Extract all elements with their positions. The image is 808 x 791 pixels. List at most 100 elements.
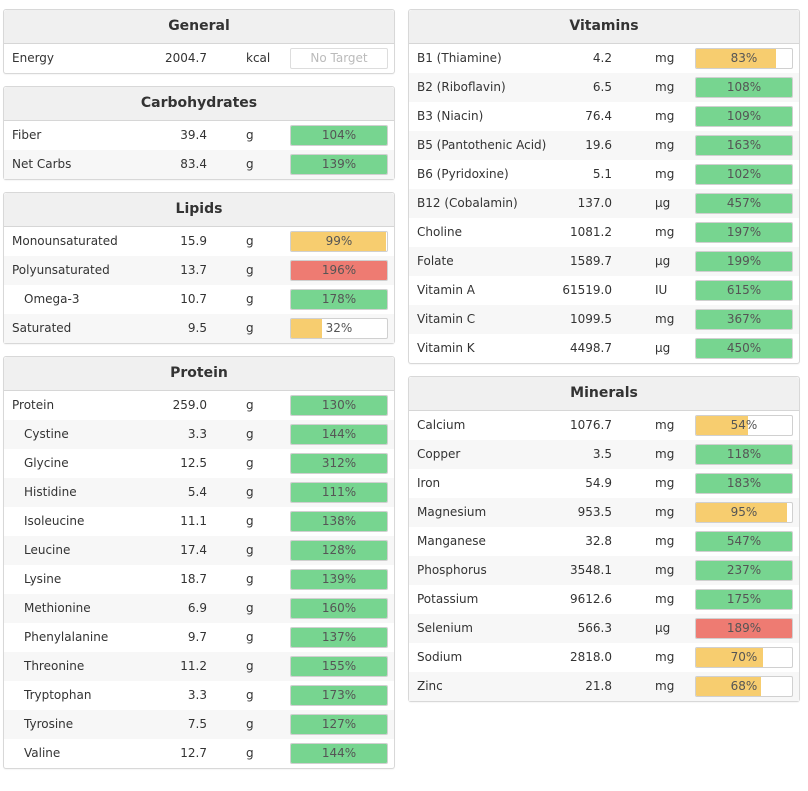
panel-lipids: Lipids Monounsaturated 15.9 g 99% Polyunsatu… <box>3 192 395 344</box>
nutrient-row[interactable]: Glycine 12.5 g 312% <box>4 449 394 478</box>
progress-fill <box>696 310 792 329</box>
nutrient-amount: 9.7 <box>187 630 207 644</box>
target-progress-bar: 139% <box>290 154 388 175</box>
nutrient-row[interactable]: B3 (Niacin) 76.4 mg 109% <box>409 102 799 131</box>
nutrient-amount: 5.1 <box>592 167 612 181</box>
nutrient-amount: 1081.2 <box>570 225 612 239</box>
nutrient-row[interactable]: Methionine 6.9 g 160% <box>4 594 394 623</box>
nutrient-amount: 15.9 <box>180 234 207 248</box>
nutrient-row[interactable]: Lysine 18.7 g 139% <box>4 565 394 594</box>
panel-title: Protein <box>4 357 394 391</box>
progress-fill <box>291 126 387 145</box>
nutrient-amount: 11.1 <box>180 514 207 528</box>
progress-label: No Target <box>310 51 368 65</box>
progress-label: 547% <box>726 534 762 548</box>
target-progress-bar: 108% <box>695 77 793 98</box>
nutrient-row[interactable]: Vitamin A 61519.0 IU 615% <box>409 276 799 305</box>
progress-fill <box>696 474 792 493</box>
progress-label: 155% <box>321 659 357 673</box>
panel-title: General <box>4 10 394 44</box>
nutrient-row[interactable]: B5 (Pantothenic Acid) 19.6 mg 163% <box>409 131 799 160</box>
nutrient-row[interactable]: Potassium 9612.6 mg 175% <box>409 585 799 614</box>
nutrient-row[interactable]: B12 (Cobalamin) 137.0 µg 457% <box>409 189 799 218</box>
progress-label: 99% <box>325 234 353 248</box>
nutrient-row[interactable]: Zinc 21.8 mg 68% <box>409 672 799 701</box>
nutrient-amount: 9.5 <box>187 321 207 335</box>
target-progress-bar: 139% <box>290 569 388 590</box>
progress-label: 109% <box>726 109 762 123</box>
target-progress-bar: 130% <box>290 395 388 416</box>
nutrient-rows: Calcium 1076.7 mg 54% Copper 3.5 mg 118% Iron 54.… <box>409 411 799 701</box>
nutrient-row[interactable]: Calcium 1076.7 mg 54% <box>409 411 799 440</box>
nutrient-row[interactable]: Phosphorus 3548.1 mg 237% <box>409 556 799 585</box>
progress-fill <box>291 686 387 705</box>
target-progress-bar: 83% <box>695 48 793 69</box>
nutrient-row[interactable]: Polyunsaturated 13.7 g 196% <box>4 256 394 285</box>
progress-fill <box>696 677 762 696</box>
panel-vitamins: Vitamins B1 (Thiamine) 4.2 mg 83% B2 (Ribofl… <box>408 9 800 364</box>
nutrient-row[interactable]: Monounsaturated 15.9 g 99% <box>4 227 394 256</box>
nutrient-row[interactable]: Tyrosine 7.5 g 127% <box>4 710 394 739</box>
nutrient-amount: 5.4 <box>187 485 207 499</box>
nutrient-row[interactable]: Sodium 2818.0 mg 70% <box>409 643 799 672</box>
nutrient-row[interactable]: Vitamin K 4498.7 µg 450% <box>409 334 799 363</box>
progress-label: 139% <box>321 157 357 171</box>
nutrient-row[interactable]: Net Carbs 83.4 g 139% <box>4 150 394 179</box>
nutrient-row[interactable]: Manganese 32.8 mg 547% <box>409 527 799 556</box>
nutrient-name: Omega-3 <box>24 292 80 306</box>
progress-fill <box>291 261 387 280</box>
target-progress-bar: 173% <box>290 685 388 706</box>
nutrient-name: Leucine <box>24 543 71 557</box>
nutrient-unit: µg <box>655 196 671 210</box>
progress-fill <box>696 252 792 271</box>
nutrient-row[interactable]: Iron 54.9 mg 183% <box>409 469 799 498</box>
nutrient-row[interactable]: Magnesium 953.5 mg 95% <box>409 498 799 527</box>
nutrient-row[interactable]: Threonine 11.2 g 155% <box>4 652 394 681</box>
nutrient-row[interactable]: Copper 3.5 mg 118% <box>409 440 799 469</box>
nutrient-name: Vitamin C <box>417 312 476 326</box>
progress-fill <box>696 223 792 242</box>
nutrient-name: Choline <box>417 225 462 239</box>
nutrient-amount: 83.4 <box>180 157 207 171</box>
nutrient-row[interactable]: Phenylalanine 9.7 g 137% <box>4 623 394 652</box>
nutrient-name: Saturated <box>12 321 72 335</box>
nutrient-unit: g <box>246 717 254 731</box>
progress-label: 111% <box>321 485 357 499</box>
progress-label: 163% <box>726 138 762 152</box>
progress-fill <box>291 541 387 560</box>
nutrient-row[interactable]: Folate 1589.7 µg 199% <box>409 247 799 276</box>
nutrient-row[interactable]: Saturated 9.5 g 32% <box>4 314 394 343</box>
nutrient-row[interactable]: B1 (Thiamine) 4.2 mg 83% <box>409 44 799 73</box>
nutrient-unit: mg <box>655 51 675 65</box>
nutrient-row[interactable]: Protein 259.0 g 130% <box>4 391 394 420</box>
progress-label: 160% <box>321 601 357 615</box>
nutrient-row[interactable]: Omega-3 10.7 g 178% <box>4 285 394 314</box>
progress-fill <box>696 339 792 358</box>
nutrient-row[interactable]: Histidine 5.4 g 111% <box>4 478 394 507</box>
nutrient-row[interactable]: Tryptophan 3.3 g 173% <box>4 681 394 710</box>
nutrient-row[interactable]: Cystine 3.3 g 144% <box>4 420 394 449</box>
nutrient-row[interactable]: Fiber 39.4 g 104% <box>4 121 394 150</box>
target-progress-bar: 104% <box>290 125 388 146</box>
progress-fill <box>696 532 792 551</box>
nutrient-row[interactable]: Vitamin C 1099.5 mg 367% <box>409 305 799 334</box>
nutrient-name: Iron <box>417 476 441 490</box>
nutrient-row[interactable]: Selenium 566.3 µg 189% <box>409 614 799 643</box>
nutrient-row[interactable]: Choline 1081.2 mg 197% <box>409 218 799 247</box>
progress-label: 183% <box>726 476 762 490</box>
nutrient-row[interactable]: Valine 12.7 g 144% <box>4 739 394 768</box>
nutrient-amount: 259.0 <box>172 398 207 412</box>
nutrient-row[interactable]: B2 (Riboflavin) 6.5 mg 108% <box>409 73 799 102</box>
target-progress-bar: 312% <box>290 453 388 474</box>
nutrient-row[interactable]: Isoleucine 11.1 g 138% <box>4 507 394 536</box>
nutrient-row[interactable]: B6 (Pyridoxine) 5.1 mg 102% <box>409 160 799 189</box>
nutrient-unit: g <box>246 234 254 248</box>
nutrient-name: Histidine <box>24 485 77 499</box>
nutrient-row[interactable]: Energy 2004.7 kcal No Target <box>4 44 394 73</box>
progress-fill <box>291 715 387 734</box>
nutrient-row[interactable]: Leucine 17.4 g 128% <box>4 536 394 565</box>
nutrient-name: Energy <box>12 51 55 65</box>
nutrient-amount: 1099.5 <box>570 312 612 326</box>
progress-fill <box>696 590 792 609</box>
right-column: Vitamins B1 (Thiamine) 4.2 mg 83% B2 (Ribofl… <box>408 9 800 714</box>
